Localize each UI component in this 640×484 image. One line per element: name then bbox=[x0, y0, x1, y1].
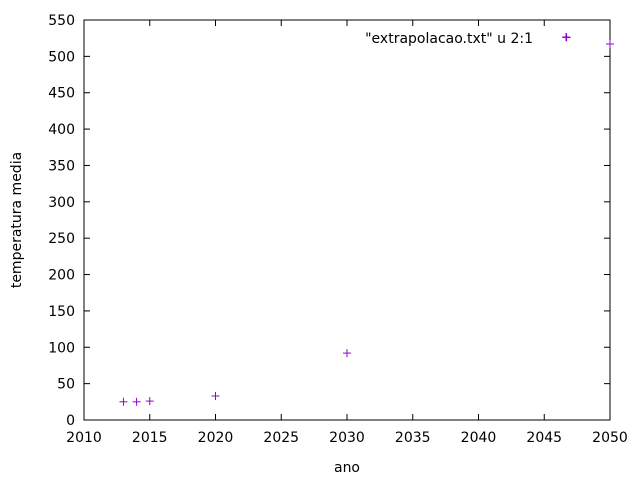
legend: "extrapolacao.txt" u 2:1 bbox=[365, 31, 570, 47]
legend-label: "extrapolacao.txt" u 2:1 bbox=[365, 31, 533, 47]
y-tick-label: 550 bbox=[48, 13, 75, 29]
x-tick-label: 2045 bbox=[526, 430, 562, 446]
data-point bbox=[211, 392, 220, 400]
x-tick-label: 2035 bbox=[395, 430, 431, 446]
data-point bbox=[145, 397, 154, 406]
x-axis-label: ano bbox=[334, 460, 360, 476]
y-tick-label: 400 bbox=[48, 122, 75, 138]
x-tick-label: 2015 bbox=[132, 430, 168, 446]
y-tick-label: 350 bbox=[48, 158, 75, 174]
y-axis: 0 50 100 150 200 250 300 350 400 450 500 550 bbox=[48, 13, 610, 429]
data-point bbox=[343, 349, 351, 358]
y-tick-label: 150 bbox=[48, 304, 75, 320]
plot-frame bbox=[83, 19, 611, 421]
x-tick-label: 2010 bbox=[66, 430, 102, 446]
data-point bbox=[562, 33, 571, 42]
data-points bbox=[119, 33, 614, 406]
x-tick-label: 2050 bbox=[592, 430, 628, 446]
y-tick-label: 50 bbox=[57, 377, 75, 393]
data-point bbox=[132, 397, 141, 406]
x-tick-label: 2040 bbox=[461, 430, 497, 446]
x-axis: 2010 2015 2020 2025 2030 2035 2040 2045 2050 bbox=[66, 20, 628, 446]
data-point bbox=[119, 397, 128, 406]
y-tick-label: 500 bbox=[48, 49, 75, 65]
x-tick-label: 2025 bbox=[263, 430, 299, 446]
data-point bbox=[606, 40, 614, 48]
y-tick-label: 250 bbox=[48, 231, 75, 247]
y-tick-label: 100 bbox=[48, 340, 75, 356]
x-tick-label: 2030 bbox=[329, 430, 365, 446]
y-tick-label: 300 bbox=[48, 195, 75, 211]
y-tick-label: 0 bbox=[66, 413, 75, 429]
y-axis-label: temperatura media bbox=[9, 152, 25, 288]
y-tick-label: 200 bbox=[48, 268, 75, 284]
y-tick-label: 450 bbox=[48, 86, 75, 102]
x-tick-label: 2020 bbox=[198, 430, 234, 446]
